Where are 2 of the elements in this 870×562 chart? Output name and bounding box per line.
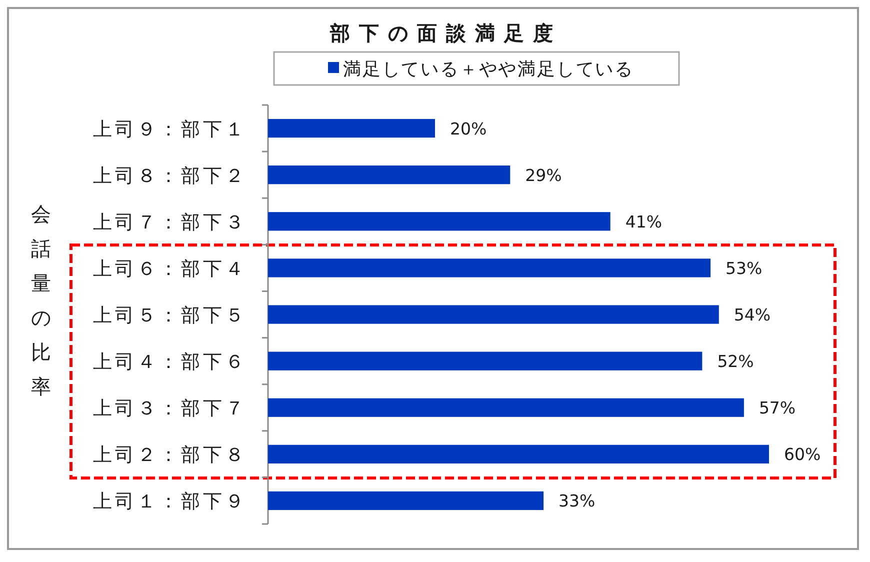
title: 部下の面談満足度	[330, 21, 562, 45]
ylabel: 会話量の比率	[31, 202, 51, 398]
